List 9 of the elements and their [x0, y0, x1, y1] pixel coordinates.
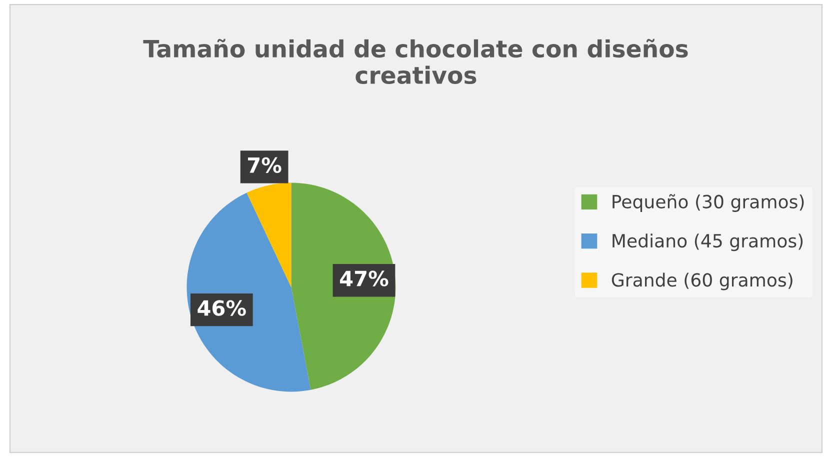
pie-slice — [246, 182, 292, 288]
data-label: 46% — [198, 300, 246, 316]
legend-label: Grande (60 gramos) — [612, 272, 792, 290]
data-label: 7% — [248, 157, 282, 174]
chart-title: Tamaño unidad de chocolate con diseños creativos — [143, 38, 688, 84]
legend-label: Mediano (45 gramos) — [612, 234, 803, 252]
pie-slice — [291, 182, 396, 390]
legend-label: Pequeño (30 gramos) — [612, 194, 804, 212]
data-label: 47% — [340, 270, 388, 286]
